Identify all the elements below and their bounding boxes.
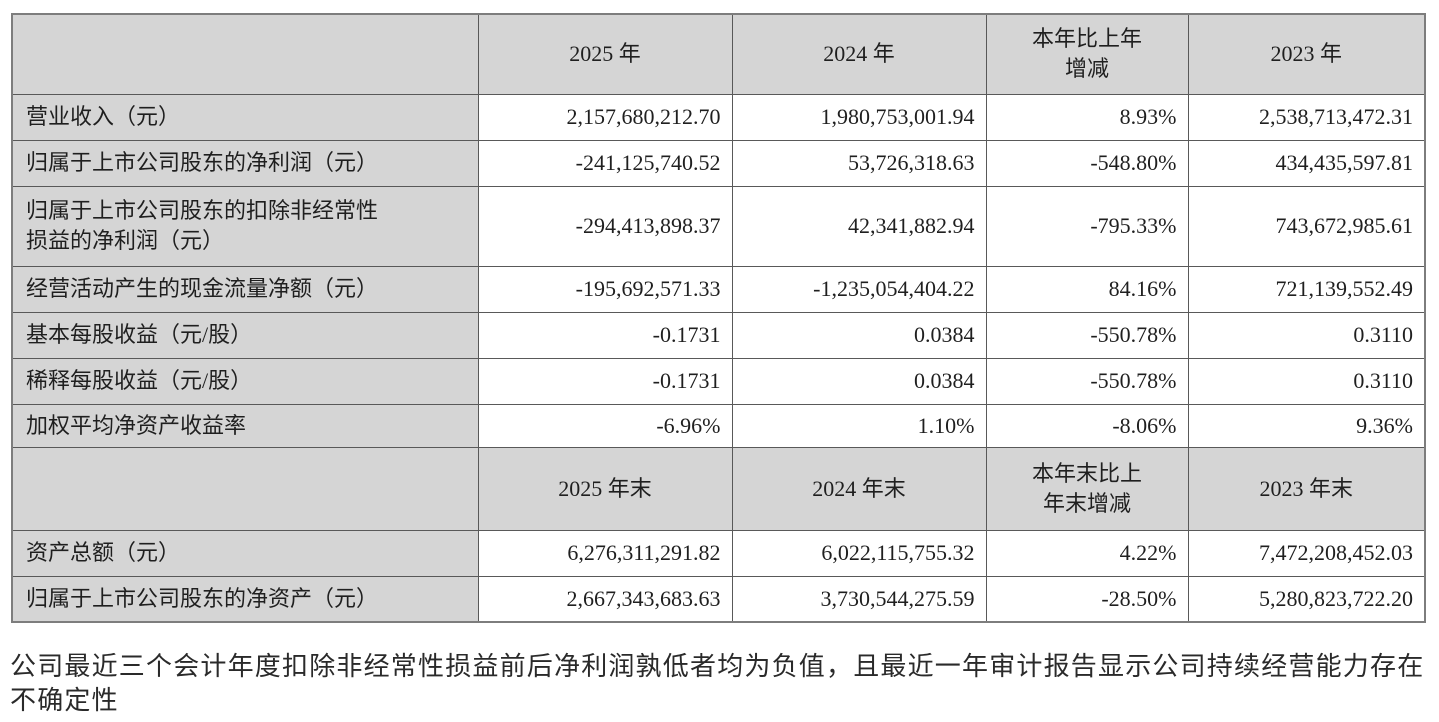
- row-label-total-assets: 资产总额（元）: [11, 529, 479, 577]
- cell-basic-eps-2024: 0.0384: [731, 311, 987, 359]
- cell-operating-revenue-2025: 2,157,680,212.70: [477, 93, 733, 141]
- cell-roe-2023: 9.36%: [1187, 403, 1426, 448]
- table-row-total-assets: 资产总额（元） 6,276,311,291.82 6,022,115,755.3…: [11, 529, 1426, 577]
- cell-net-assets-change: -28.50%: [985, 575, 1189, 623]
- row-label-net-assets-attributable: 归属于上市公司股东的净资产（元）: [11, 575, 479, 623]
- table-row-operating-revenue: 营业收入（元） 2,157,680,212.70 1,980,753,001.9…: [11, 93, 1426, 141]
- financial-summary-table: 2025 年 2024 年 本年比上年 增减 2023 年 营业收入（元） 2,…: [11, 13, 1426, 623]
- cell-excl-nonrecurring-change: -795.33%: [985, 185, 1189, 267]
- cell-basic-eps-2025: -0.1731: [477, 311, 733, 359]
- header-2024: 2024 年: [731, 13, 987, 95]
- cell-net-profit-change: -548.80%: [985, 139, 1189, 187]
- row-label-operating-cash-flow: 经营活动产生的现金流量净额（元）: [11, 265, 479, 313]
- cell-basic-eps-2023: 0.3110: [1187, 311, 1426, 359]
- cell-net-profit-2025: -241,125,740.52: [477, 139, 733, 187]
- going-concern-footnote: 公司最近三个会计年度扣除非经常性损益前后净利润孰低者均为负值，且最近一年审计报告…: [10, 652, 1425, 715]
- header-2025: 2025 年: [477, 13, 733, 95]
- cell-cash-flow-change: 84.16%: [985, 265, 1189, 313]
- header-year-end-change: 本年末比上 年末增减: [985, 446, 1189, 531]
- header-2025-end: 2025 年末: [477, 446, 733, 531]
- cell-diluted-eps-2024: 0.0384: [731, 357, 987, 405]
- cell-diluted-eps-change: -550.78%: [985, 357, 1189, 405]
- cell-cash-flow-2025: -195,692,571.33: [477, 265, 733, 313]
- table-row-diluted-eps: 稀释每股收益（元/股） -0.1731 0.0384 -550.78% 0.31…: [11, 357, 1426, 405]
- row-label-diluted-eps: 稀释每股收益（元/股）: [11, 357, 479, 405]
- table-row-net-assets-attributable: 归属于上市公司股东的净资产（元） 2,667,343,683.63 3,730,…: [11, 575, 1426, 623]
- cell-total-assets-2025: 6,276,311,291.82: [477, 529, 733, 577]
- cell-net-profit-2023: 434,435,597.81: [1187, 139, 1426, 187]
- cell-cash-flow-2023: 721,139,552.49: [1187, 265, 1426, 313]
- header-2024-end: 2024 年末: [731, 446, 987, 531]
- table-row-weighted-avg-roe: 加权平均净资产收益率 -6.96% 1.10% -8.06% 9.36%: [11, 403, 1426, 448]
- cell-operating-revenue-2024: 1,980,753,001.94: [731, 93, 987, 141]
- cell-operating-revenue-2023: 2,538,713,472.31: [1187, 93, 1426, 141]
- cell-diluted-eps-2023: 0.3110: [1187, 357, 1426, 405]
- cell-roe-2025: -6.96%: [477, 403, 733, 448]
- cell-total-assets-2023: 7,472,208,452.03: [1187, 529, 1426, 577]
- cell-operating-revenue-change: 8.93%: [985, 93, 1189, 141]
- header-row-period-end: 2025 年末 2024 年末 本年末比上 年末增减 2023 年末: [11, 446, 1426, 531]
- row-label-net-profit-attributable: 归属于上市公司股东的净利润（元）: [11, 139, 479, 187]
- table-row-operating-cash-flow: 经营活动产生的现金流量净额（元） -195,692,571.33 -1,235,…: [11, 265, 1426, 313]
- cell-diluted-eps-2025: -0.1731: [477, 357, 733, 405]
- cell-excl-nonrecurring-2023: 743,672,985.61: [1187, 185, 1426, 267]
- cell-net-assets-2024: 3,730,544,275.59: [731, 575, 987, 623]
- table-row-basic-eps: 基本每股收益（元/股） -0.1731 0.0384 -550.78% 0.31…: [11, 311, 1426, 359]
- row-label-operating-revenue: 营业收入（元）: [11, 93, 479, 141]
- cell-roe-2024: 1.10%: [731, 403, 987, 448]
- header-2023-end: 2023 年末: [1187, 446, 1426, 531]
- cell-net-assets-2025: 2,667,343,683.63: [477, 575, 733, 623]
- header-corner-cell: [11, 13, 479, 95]
- row-label-weighted-avg-roe: 加权平均净资产收益率: [11, 403, 479, 448]
- cell-roe-change: -8.06%: [985, 403, 1189, 448]
- row-label-basic-eps: 基本每股收益（元/股）: [11, 311, 479, 359]
- cell-excl-nonrecurring-2024: 42,341,882.94: [731, 185, 987, 267]
- cell-excl-nonrecurring-2025: -294,413,898.37: [477, 185, 733, 267]
- cell-basic-eps-change: -550.78%: [985, 311, 1189, 359]
- table-row-net-profit-excl-nonrecurring: 归属于上市公司股东的扣除非经常性 损益的净利润（元） -294,413,898.…: [11, 185, 1426, 267]
- table-row-net-profit-attributable: 归属于上市公司股东的净利润（元） -241,125,740.52 53,726,…: [11, 139, 1426, 187]
- cell-cash-flow-2024: -1,235,054,404.22: [731, 265, 987, 313]
- cell-net-assets-2023: 5,280,823,722.20: [1187, 575, 1426, 623]
- financial-summary-table-container: 2025 年 2024 年 本年比上年 增减 2023 年 营业收入（元） 2,…: [11, 13, 1426, 623]
- header-row-period: 2025 年 2024 年 本年比上年 增减 2023 年: [11, 13, 1426, 95]
- cell-total-assets-2024: 6,022,115,755.32: [731, 529, 987, 577]
- header-yoy-change: 本年比上年 增减: [985, 13, 1189, 95]
- cell-net-profit-2024: 53,726,318.63: [731, 139, 987, 187]
- header-end-corner-cell: [11, 446, 479, 531]
- header-2023: 2023 年: [1187, 13, 1426, 95]
- row-label-net-profit-excl-nonrecurring: 归属于上市公司股东的扣除非经常性 损益的净利润（元）: [11, 185, 479, 267]
- cell-total-assets-change: 4.22%: [985, 529, 1189, 577]
